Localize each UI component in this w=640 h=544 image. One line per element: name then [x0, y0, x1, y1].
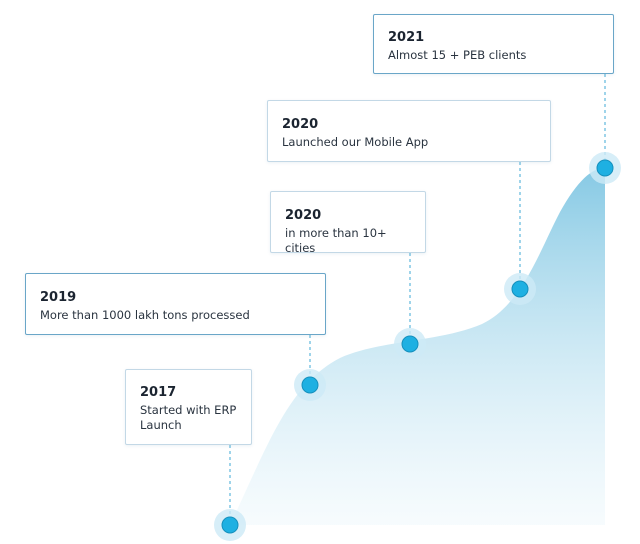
- milestone-card: 2019 More than 1000 lakh tons processed: [25, 273, 326, 335]
- year: 2020: [285, 208, 322, 223]
- milestone-card: 2017 Started with ERP Launch: [125, 369, 252, 445]
- year: 2021: [388, 30, 425, 45]
- dot: [294, 369, 326, 401]
- milestone-card: 2021 Almost 15 + PEB clients: [373, 14, 614, 74]
- description: Started with ERP Launch: [140, 403, 237, 432]
- year: 2019: [40, 290, 77, 305]
- milestone-card: 2020 Launched our Mobile App: [267, 100, 551, 162]
- connectors: [229, 74, 606, 518]
- year: 2020: [282, 117, 319, 132]
- dots: [214, 152, 621, 541]
- year: 2017: [140, 385, 177, 400]
- description: in more than 10+ cities: [285, 226, 387, 255]
- milestone-card: 2020 in more than 10+ cities: [270, 191, 426, 255]
- dot: [589, 152, 621, 184]
- dot: [394, 328, 426, 360]
- dot: [214, 509, 246, 541]
- description: Almost 15 + PEB clients: [388, 48, 527, 62]
- description: More than 1000 lakh tons processed: [40, 308, 250, 322]
- dot: [504, 273, 536, 305]
- description: Launched our Mobile App: [282, 135, 429, 149]
